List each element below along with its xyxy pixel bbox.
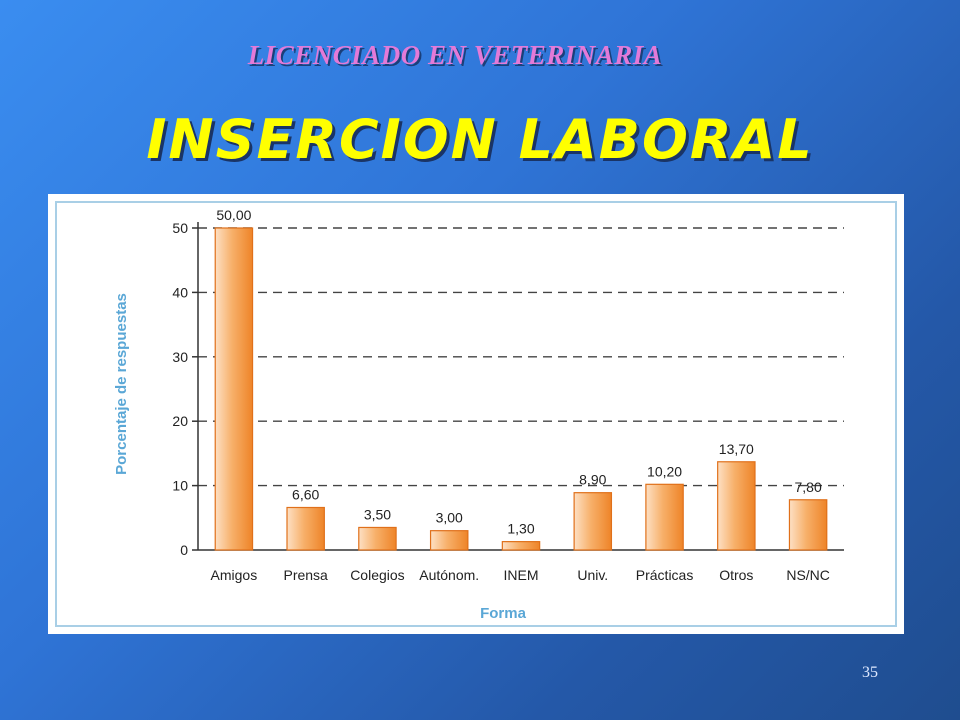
bar <box>573 492 613 551</box>
data-label: 8,90 <box>579 472 606 488</box>
bars <box>214 227 828 551</box>
data-label: 10,20 <box>647 463 682 479</box>
slide-subtitle: LICENCIADO EN VETERINARIA <box>247 40 663 70</box>
data-label: 3,50 <box>364 506 391 522</box>
category-label: Univ. <box>577 567 608 583</box>
category-label: Prácticas <box>636 567 694 583</box>
bar <box>788 499 828 551</box>
y-tick-label: 40 <box>172 284 188 300</box>
data-label: 13,70 <box>719 441 754 457</box>
data-label: 1,30 <box>507 521 534 537</box>
grid-lines <box>198 227 844 487</box>
y-tick-label: 50 <box>172 220 188 236</box>
category-label: Amigos <box>211 567 258 583</box>
bar-chart: 0 10 20 30 40 50 50,00 Amigos 6,60 Prensa 3,50 Cole… <box>55 201 897 627</box>
category-label: INEM <box>504 567 539 583</box>
category-label: Prensa <box>283 567 328 583</box>
chart-frame <box>55 201 897 627</box>
category-label: NS/NC <box>786 567 830 583</box>
bar <box>214 227 254 551</box>
data-label: 3,00 <box>436 510 463 526</box>
bar <box>429 530 469 551</box>
labels: 0 10 20 30 40 50 50,00 Amigos 6,60 Prensa 3,50 Cole… <box>172 207 829 583</box>
chart-panel: 0 10 20 30 40 50 50,00 Amigos 6,60 Prensa 3,50 Cole… <box>48 194 904 634</box>
bar <box>358 526 397 551</box>
x-axis-label: Forma <box>480 605 527 622</box>
bar <box>717 461 756 551</box>
category-label: Otros <box>719 567 753 583</box>
bar <box>645 483 684 551</box>
category-label: Colegios <box>350 567 404 583</box>
y-tick-label: 10 <box>172 478 188 494</box>
slide-number: 35 <box>862 664 878 681</box>
bar <box>286 506 325 551</box>
data-label: 50,00 <box>216 207 251 223</box>
category-label: Autónom. <box>419 567 479 583</box>
bar <box>501 541 541 551</box>
y-tick-label: 0 <box>180 542 188 558</box>
data-label: 7,80 <box>794 479 821 495</box>
y-tick-label: 30 <box>172 349 188 365</box>
y-tick-label: 20 <box>172 413 188 429</box>
y-axis-label: Porcentaje de respuestas <box>113 293 130 475</box>
data-label: 6,60 <box>292 486 319 502</box>
slide-title: INSERCION LABORAL <box>146 108 814 171</box>
